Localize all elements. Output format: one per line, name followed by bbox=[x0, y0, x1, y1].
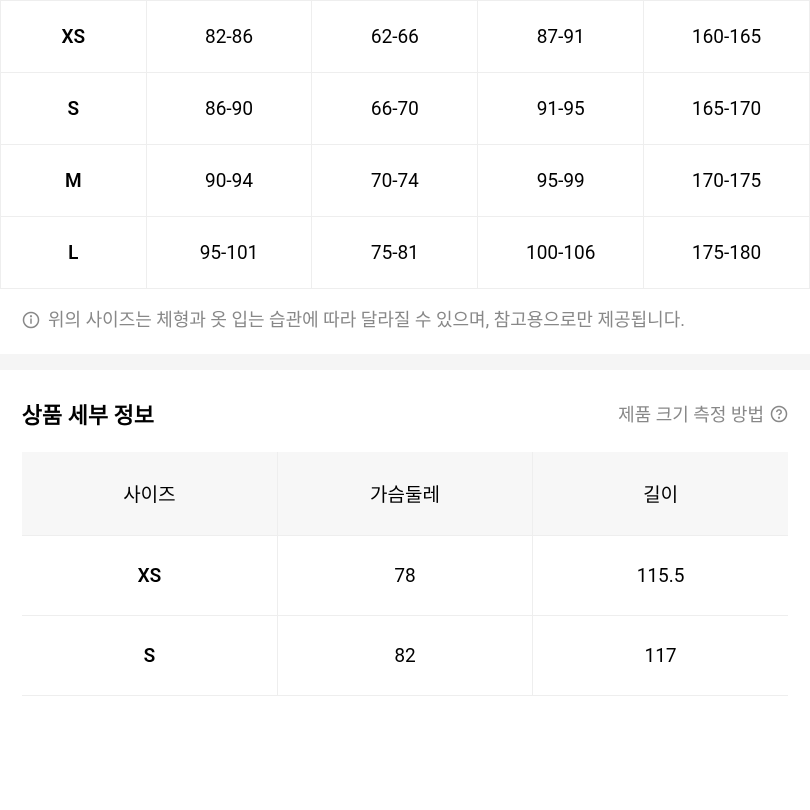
table-cell: 175-180 bbox=[644, 217, 810, 289]
info-icon bbox=[22, 311, 40, 329]
measure-link-text: 제품 크기 측정 방법 bbox=[618, 401, 764, 427]
detail-table-wrapper: 사이즈 가슴둘레 길이 XS 78 115.5 S 82 117 bbox=[0, 452, 810, 696]
help-icon bbox=[770, 405, 788, 423]
size-label: L bbox=[1, 217, 147, 289]
table-cell: 117 bbox=[533, 615, 788, 695]
section-divider bbox=[0, 354, 810, 370]
size-notice: 위의 사이즈는 체형과 옷 입는 습관에 따라 달라질 수 있으며, 참고용으로… bbox=[0, 289, 810, 354]
size-chart-table: XS 82-86 62-66 87-91 160-165 S 86-90 66-… bbox=[0, 0, 810, 289]
table-cell: 95-101 bbox=[146, 217, 312, 289]
table-row: S 82 117 bbox=[22, 615, 788, 695]
table-cell: 70-74 bbox=[312, 145, 478, 217]
table-row: L 95-101 75-81 100-106 175-180 bbox=[1, 217, 810, 289]
section-title: 상품 세부 정보 bbox=[22, 398, 154, 430]
table-cell: 160-165 bbox=[644, 1, 810, 73]
table-cell: 78 bbox=[277, 535, 532, 615]
measure-method-link[interactable]: 제품 크기 측정 방법 bbox=[618, 401, 788, 427]
table-cell: 170-175 bbox=[644, 145, 810, 217]
notice-text: 위의 사이즈는 체형과 옷 입는 습관에 따라 달라질 수 있으며, 참고용으로… bbox=[48, 307, 685, 336]
table-cell: 90-94 bbox=[146, 145, 312, 217]
product-detail-table: 사이즈 가슴둘레 길이 XS 78 115.5 S 82 117 bbox=[22, 452, 788, 696]
table-cell: 82-86 bbox=[146, 1, 312, 73]
column-header-chest: 가슴둘레 bbox=[277, 452, 532, 536]
table-cell: 87-91 bbox=[478, 1, 644, 73]
table-cell: 100-106 bbox=[478, 217, 644, 289]
table-cell: 115.5 bbox=[533, 535, 788, 615]
table-row: XS 78 115.5 bbox=[22, 535, 788, 615]
table-header-row: 사이즈 가슴둘레 길이 bbox=[22, 452, 788, 536]
column-header-length: 길이 bbox=[533, 452, 788, 536]
table-cell: 86-90 bbox=[146, 73, 312, 145]
table-cell: 165-170 bbox=[644, 73, 810, 145]
table-row: M 90-94 70-74 95-99 170-175 bbox=[1, 145, 810, 217]
size-label: S bbox=[22, 615, 277, 695]
size-label: S bbox=[1, 73, 147, 145]
table-cell: 62-66 bbox=[312, 1, 478, 73]
table-cell: 82 bbox=[277, 615, 532, 695]
size-label: XS bbox=[22, 535, 277, 615]
table-cell: 75-81 bbox=[312, 217, 478, 289]
table-cell: 91-95 bbox=[478, 73, 644, 145]
detail-section-header: 상품 세부 정보 제품 크기 측정 방법 bbox=[0, 370, 810, 452]
size-label: XS bbox=[1, 1, 147, 73]
column-header-size: 사이즈 bbox=[22, 452, 277, 536]
table-cell: 66-70 bbox=[312, 73, 478, 145]
table-row: XS 82-86 62-66 87-91 160-165 bbox=[1, 1, 810, 73]
size-label: M bbox=[1, 145, 147, 217]
table-cell: 95-99 bbox=[478, 145, 644, 217]
table-row: S 86-90 66-70 91-95 165-170 bbox=[1, 73, 810, 145]
